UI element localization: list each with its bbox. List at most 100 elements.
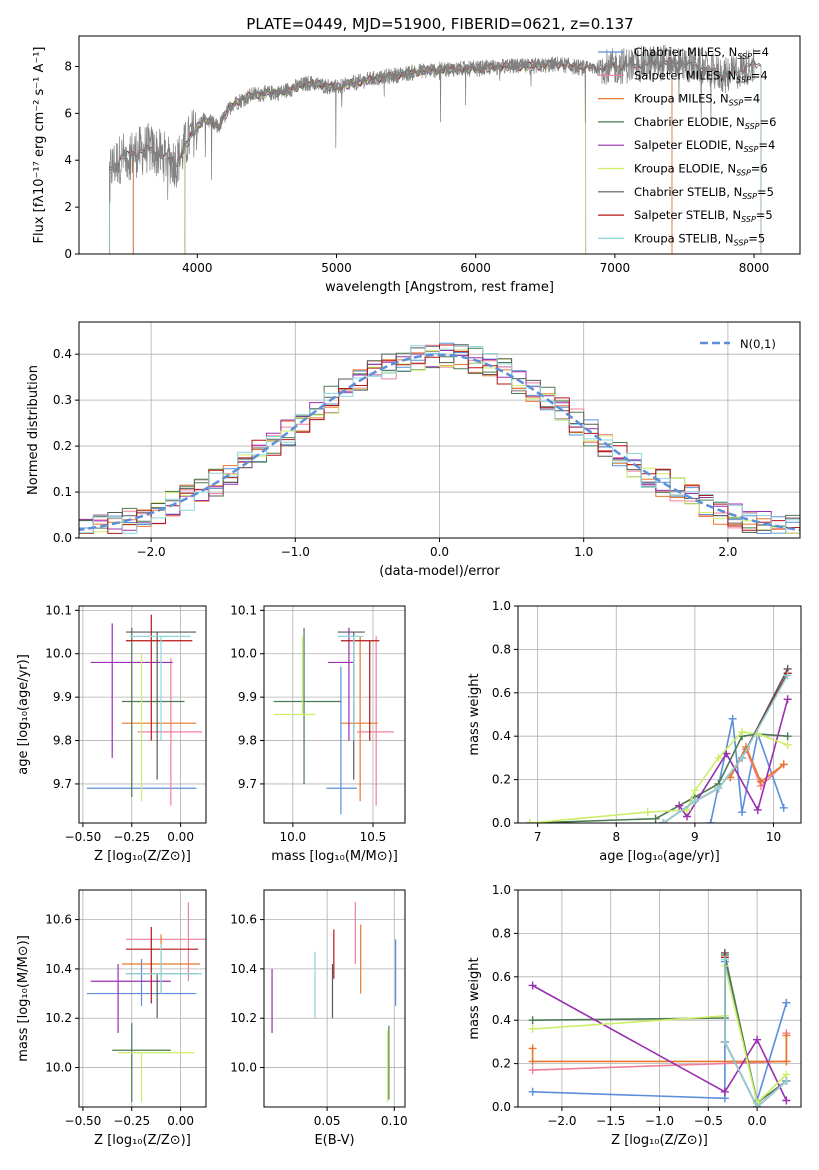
errorbar-point (337, 635, 364, 741)
panel-age-vs-mass: 10.0 10.5 9.7 9.8 9.9 10.0 10.1 mass [log₁₀(M/M… (230, 603, 406, 864)
series-path (662, 668, 789, 823)
x-tick-label: −0.25 (113, 830, 150, 844)
y-tick-label: 9.7 (53, 777, 72, 791)
legend-label: Salpeter MILES, NSSP=4 (634, 68, 768, 84)
series-path (532, 984, 788, 1101)
series-marker (753, 805, 762, 814)
legend-label: Salpeter ELODIE, NSSP=4 (634, 138, 775, 154)
plot-area (79, 342, 800, 534)
x-tick-label: 8 (612, 830, 620, 844)
plot-area (86, 902, 206, 1103)
series-marker (738, 808, 747, 817)
panel-mass-weight-vs-age: 7 8 9 10 0.0 0.2 0.4 0.6 0.8 1.0 age [log₁₀(age/yr… (467, 599, 802, 864)
errorbar-point (273, 627, 341, 784)
plot-area (86, 614, 203, 806)
axes-frame (78, 605, 207, 824)
y-tick-label: 9.9 (53, 690, 72, 704)
series-marker (528, 1016, 537, 1025)
x-tick-label: 9 (691, 830, 699, 844)
y-axis-label: Normed distribution (26, 365, 41, 495)
grid (79, 606, 206, 823)
series-marker (782, 1076, 791, 1085)
legend-label: Chabrier MILES, NSSP=4 (634, 45, 769, 61)
series-marker (643, 808, 652, 817)
plot-area (271, 902, 397, 1103)
legend-label: Chabrier STELIB, NSSP=5 (634, 185, 774, 201)
y-tick-label: 9.8 (238, 734, 257, 748)
series-marker (528, 1057, 537, 1066)
histogram-step (79, 345, 800, 534)
y-tick-label: 10.6 (45, 913, 72, 927)
series-marker (690, 797, 699, 806)
x-tick-label: −0.50 (65, 1114, 102, 1128)
series-marker (782, 998, 791, 1007)
x-tick-label: −2.0 (137, 545, 166, 559)
series-marker (675, 801, 684, 810)
y-tick-label: 0.1 (53, 485, 72, 499)
grid (518, 889, 801, 1108)
errorbar-point (125, 944, 203, 994)
plot-area (525, 664, 792, 823)
model-spectrum-line (184, 59, 587, 254)
series-marker (782, 1096, 791, 1105)
x-tick-label: −1.5 (596, 1114, 625, 1128)
y-tick-label: 9.9 (238, 690, 257, 704)
x-tick-label: −0.5 (694, 1114, 723, 1128)
axes-frame (517, 889, 802, 1108)
y-tick-label: 10.4 (45, 962, 72, 976)
y-tick-label: 10.2 (230, 1011, 257, 1025)
x-tick-label: 0.0 (430, 545, 449, 559)
series-marker (738, 727, 747, 736)
series-path (662, 672, 789, 823)
series-marker (753, 1035, 762, 1044)
y-tick-label: 10.0 (230, 647, 257, 661)
x-tick-label: −0.50 (65, 830, 102, 844)
axes-frame (517, 605, 802, 824)
y-tick-label: 10.4 (230, 962, 257, 976)
x-tick-label: 0.0 (748, 1114, 767, 1128)
series-marker (528, 981, 537, 990)
panel-mass-vs-Z: −0.50 −0.25 0.00 10.0 10.2 10.4 10.6 Z [log₁₀(Z… (16, 889, 207, 1148)
plot-area (528, 948, 791, 1107)
errorbar-point (125, 631, 197, 780)
grid (79, 890, 206, 1107)
series-marker (782, 1031, 791, 1040)
y-axis-label: Flux [fλ10⁻¹⁷ erg cm⁻² s⁻¹ A⁻¹] (32, 47, 47, 244)
series-line (659, 671, 792, 823)
series-path (724, 959, 787, 1107)
series-marker (651, 814, 660, 823)
y-tick-label: 10.1 (45, 603, 72, 617)
series-marker (783, 740, 792, 749)
model-spectrum-line (184, 60, 587, 254)
panel-age-vs-Z: −0.50 −0.25 0.00 9.7 9.8 9.9 10.0 10.1 Z [log₁₀(… (16, 603, 207, 864)
y-tick-label: 10.0 (230, 1061, 257, 1075)
errorbar-point (125, 902, 206, 982)
x-axis-label: mass [log₁₀(M/M⊙)] (271, 849, 398, 864)
x-tick-label: 0.00 (167, 830, 194, 844)
errorbar-point (125, 973, 199, 1019)
errorbar-point (121, 627, 185, 797)
series-marker (753, 1103, 762, 1107)
panel-spectrum: 4000 5000 6000 7000 8000 0 2 4 6 8 wavelength [Ang… (32, 35, 801, 295)
errorbar-point (326, 666, 357, 815)
x-tick-label: 7000 (600, 261, 631, 275)
errorbar-point (137, 658, 203, 806)
legend-label: Salpeter STELIB, NSSP=5 (634, 208, 773, 224)
y-tick-label: 10.0 (45, 647, 72, 661)
errorbar-point (340, 636, 378, 802)
gaussian-curve (79, 353, 800, 532)
series-marker (720, 1087, 729, 1096)
y-tick-label: 1.0 (492, 883, 511, 897)
x-tick-label: 10.5 (360, 830, 387, 844)
series-marker (782, 1057, 791, 1066)
y-tick-label: 10.6 (230, 913, 257, 927)
legend-label: N(0,1) (740, 337, 776, 351)
x-axis-label: wavelength [Angstrom, rest frame] (325, 280, 554, 295)
x-tick-label: 1.0 (574, 545, 593, 559)
model-spectrum-line (132, 56, 673, 254)
panel-residual-histogram: −2.0 −1.0 0.0 1.0 2.0 0.0 0.1 0.2 0.3 0.4 (data-mo… (26, 321, 801, 579)
errorbar-point (340, 640, 380, 741)
series-marker (783, 671, 792, 680)
model-spectrum-line (132, 57, 673, 254)
